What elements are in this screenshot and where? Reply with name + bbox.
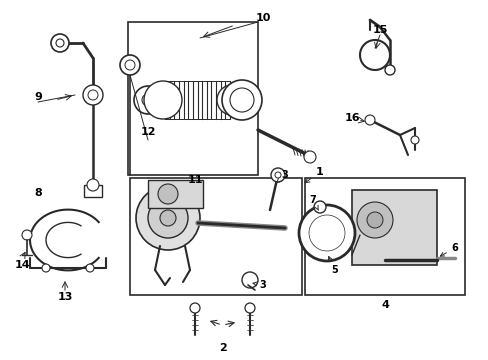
Circle shape [87, 179, 99, 191]
Text: 6: 6 [440, 243, 457, 256]
Circle shape [313, 201, 325, 213]
Circle shape [134, 86, 162, 114]
Circle shape [143, 81, 182, 119]
Text: 12: 12 [140, 127, 156, 137]
Circle shape [51, 34, 69, 52]
Text: 8: 8 [34, 188, 42, 198]
Circle shape [270, 168, 285, 182]
Text: 7: 7 [309, 195, 318, 210]
Circle shape [136, 186, 200, 250]
Circle shape [160, 210, 176, 226]
Bar [130, 178, 302, 295]
Circle shape [384, 65, 394, 75]
Circle shape [356, 202, 392, 238]
Text: 15: 15 [371, 25, 387, 35]
Text: 3: 3 [253, 280, 266, 290]
Text: 13: 13 [57, 292, 73, 302]
Circle shape [222, 80, 262, 120]
Text: 14: 14 [14, 260, 30, 270]
Text: 9: 9 [34, 92, 42, 102]
Circle shape [229, 88, 253, 112]
Circle shape [274, 172, 281, 178]
Circle shape [410, 136, 418, 144]
Text: 1: 1 [305, 167, 323, 183]
Text: 11: 11 [187, 175, 203, 185]
Bar [351, 190, 436, 265]
Circle shape [42, 264, 50, 272]
Circle shape [364, 115, 374, 125]
Circle shape [125, 60, 135, 70]
Bar [84, 185, 102, 197]
Circle shape [22, 230, 32, 240]
Text: 10: 10 [255, 13, 270, 23]
Circle shape [56, 39, 64, 47]
Text: 3: 3 [276, 170, 288, 183]
Circle shape [366, 212, 382, 228]
Text: 2: 2 [219, 343, 226, 353]
Circle shape [304, 151, 315, 163]
Text: 4: 4 [380, 300, 388, 310]
Circle shape [217, 85, 246, 115]
Circle shape [190, 303, 200, 313]
Circle shape [120, 55, 140, 75]
Text: 5: 5 [328, 256, 338, 275]
Circle shape [242, 272, 258, 288]
Circle shape [83, 85, 103, 105]
Circle shape [298, 205, 354, 261]
Circle shape [86, 264, 94, 272]
Circle shape [148, 198, 187, 238]
Circle shape [244, 303, 254, 313]
Bar [128, 22, 258, 175]
Circle shape [142, 94, 154, 106]
Bar [148, 180, 203, 208]
Circle shape [308, 215, 345, 251]
Bar [305, 178, 464, 295]
Circle shape [88, 90, 98, 100]
Circle shape [158, 184, 178, 204]
Text: 16: 16 [344, 113, 359, 123]
